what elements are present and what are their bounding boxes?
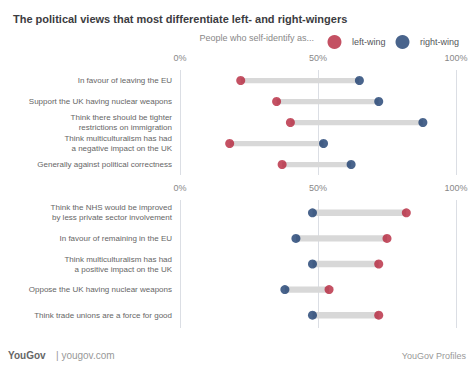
svg-text:right-wing: right-wing — [420, 37, 459, 47]
svg-text:Generally against political co: Generally against political correctness — [37, 160, 172, 169]
svg-text:Support the UK having nuclear: Support the UK having nuclear weapons — [29, 97, 172, 106]
svg-text:a negative impact on the UK: a negative impact on the UK — [71, 144, 172, 153]
svg-text:0%: 0% — [173, 53, 186, 63]
svg-text:by less private sector involve: by less private sector involvement — [52, 213, 173, 222]
svg-text:0%: 0% — [173, 183, 186, 193]
svg-text:YouGov Profiles: YouGov Profiles — [402, 351, 467, 361]
svg-text:Think there should be tighter: Think there should be tighter — [71, 113, 173, 122]
svg-text:left-wing: left-wing — [352, 37, 386, 47]
svg-text:The political views that most: The political views that most differenti… — [13, 13, 347, 25]
svg-text:YouGov: YouGov — [8, 350, 46, 361]
svg-text:50%: 50% — [309, 183, 327, 193]
svg-text:100%: 100% — [444, 53, 467, 63]
svg-text:People who self-identify as...: People who self-identify as... — [199, 33, 314, 43]
svg-text:Think multiculturalism has had: Think multiculturalism has had — [64, 255, 172, 264]
svg-text:a positive impact on the UK: a positive impact on the UK — [75, 265, 173, 274]
svg-text:100%: 100% — [444, 183, 467, 193]
svg-text:Think the NHS would be improve: Think the NHS would be improved — [51, 203, 172, 212]
svg-text:Oppose the UK having nuclear w: Oppose the UK having nuclear weapons — [29, 285, 172, 294]
svg-text:50%: 50% — [309, 53, 327, 63]
svg-text:In favour of remaining in the: In favour of remaining in the EU — [59, 234, 172, 243]
svg-text:Think multiculturalism has had: Think multiculturalism has had — [64, 134, 172, 143]
svg-text:Think trade unions are a force: Think trade unions are a force for good — [34, 311, 172, 320]
svg-text:In favour of leaving the EU: In favour of leaving the EU — [78, 76, 173, 85]
svg-text:restrictions on immigration: restrictions on immigration — [79, 123, 172, 132]
svg-text:| yougov.com: | yougov.com — [56, 350, 115, 361]
